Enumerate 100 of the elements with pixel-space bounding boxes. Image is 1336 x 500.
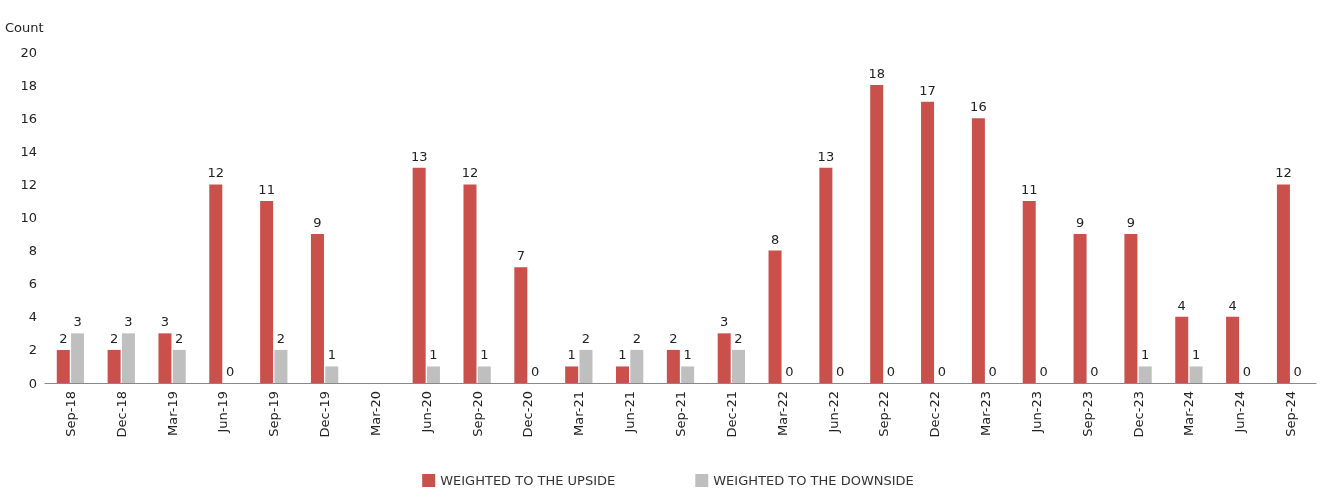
x-tick-label: Sep-21 (673, 391, 688, 437)
data-label: 9 (1126, 215, 1136, 231)
data-label: 11 (1020, 181, 1038, 197)
y-tick-label: 0 (28, 375, 37, 391)
data-label: 12 (207, 165, 225, 181)
y-tick-label: 12 (20, 176, 37, 192)
x-tick-label: Dec-23 (1130, 391, 1146, 438)
bar (325, 366, 339, 383)
data-label: 1 (480, 347, 489, 363)
data-label: 1 (1141, 347, 1150, 363)
bar (71, 333, 85, 383)
data-label: 17 (919, 82, 936, 98)
bar (426, 366, 440, 383)
data-label: 4 (1228, 297, 1237, 313)
data-label: 18 (868, 66, 885, 82)
x-tick-label: Sep-24 (1283, 391, 1299, 437)
data-label: 1 (1191, 347, 1201, 363)
data-label: 13 (410, 148, 428, 164)
bar (274, 349, 288, 383)
data-label: 2 (59, 330, 68, 346)
data-label: 9 (313, 215, 322, 231)
y-axis-title: Count (5, 20, 44, 35)
bar (681, 366, 695, 383)
y-tick-label: 4 (28, 309, 37, 325)
data-label: 8 (770, 231, 780, 247)
data-label: 2 (734, 330, 743, 346)
data-label: 11 (258, 181, 275, 197)
data-label: 0 (530, 364, 540, 379)
y-tick-label: 2 (28, 342, 37, 358)
bar (666, 349, 680, 383)
y-tick-label: 14 (20, 143, 37, 159)
x-tick-label: Jun-20 (418, 391, 434, 434)
bar (1189, 366, 1203, 383)
x-tick-label: Sep-23 (1079, 391, 1095, 437)
data-label: 2 (109, 330, 119, 346)
bar (768, 250, 782, 383)
data-label: 3 (720, 314, 729, 330)
bar (717, 333, 731, 383)
x-tick-label: Mar-21 (571, 391, 587, 436)
legend-label: WEIGHTED TO THE DOWNSIDE (713, 473, 914, 488)
data-label: 12 (1275, 165, 1292, 181)
x-tick-label: Jun-21 (622, 391, 638, 434)
bar (1175, 316, 1189, 383)
bar (56, 349, 70, 383)
x-tick-label: Dec-18 (113, 391, 129, 438)
y-tick-label: 18 (20, 77, 37, 93)
bar (463, 184, 477, 383)
data-label: 4 (1177, 297, 1186, 313)
data-label: 12 (461, 165, 479, 181)
bar (209, 184, 223, 383)
x-tick-label: Sep-20 (469, 391, 485, 437)
data-label: 2 (669, 330, 678, 346)
x-tick-label: Sep-19 (266, 391, 282, 437)
bar (1022, 200, 1036, 383)
bar (630, 349, 644, 383)
data-label: 0 (988, 364, 997, 379)
bar (158, 333, 172, 383)
bar (514, 267, 528, 383)
bar (1226, 316, 1240, 383)
x-tick-label: Dec-22 (927, 391, 943, 438)
x-tick-label: Mar-19 (164, 391, 180, 436)
data-label: 1 (429, 347, 438, 363)
x-tick-label: Mar-20 (367, 391, 383, 436)
bar (260, 200, 274, 383)
data-label: 1 (327, 347, 336, 363)
data-label: 9 (1075, 215, 1085, 231)
data-label: 13 (817, 148, 835, 164)
legend-label: WEIGHTED TO THE UPSIDE (440, 473, 616, 488)
data-label: 0 (937, 364, 946, 379)
data-label: 2 (581, 330, 591, 346)
data-label: 2 (175, 330, 184, 346)
y-tick-label: 8 (28, 243, 37, 259)
data-label: 3 (160, 314, 170, 330)
x-tick-label: Dec-19 (317, 391, 333, 438)
y-tick-label: 16 (20, 110, 37, 126)
bar (971, 118, 985, 383)
x-tick-label: Dec-20 (520, 391, 536, 438)
data-label: 7 (516, 248, 525, 264)
bar (616, 366, 630, 383)
data-label: 1 (618, 347, 627, 363)
data-label: 3 (124, 314, 133, 330)
x-tick-label: Sep-22 (876, 391, 892, 437)
bar (121, 333, 135, 383)
data-label: 0 (1293, 364, 1302, 379)
bar (477, 366, 491, 383)
data-label: 0 (886, 364, 896, 379)
bar (107, 349, 121, 383)
bar (819, 167, 833, 383)
bar (412, 167, 426, 383)
x-tick-label: Jun-24 (1232, 391, 1248, 434)
bar (579, 349, 593, 383)
bar (731, 349, 745, 383)
data-label: 0 (785, 364, 794, 379)
data-label: 0 (1039, 364, 1048, 379)
x-tick-label: Jun-19 (215, 391, 231, 434)
x-tick-label: Mar-22 (774, 391, 790, 436)
x-tick-label: Mar-24 (1181, 391, 1197, 436)
bar (172, 349, 186, 383)
bar (870, 85, 884, 383)
data-label: 0 (1242, 364, 1252, 379)
